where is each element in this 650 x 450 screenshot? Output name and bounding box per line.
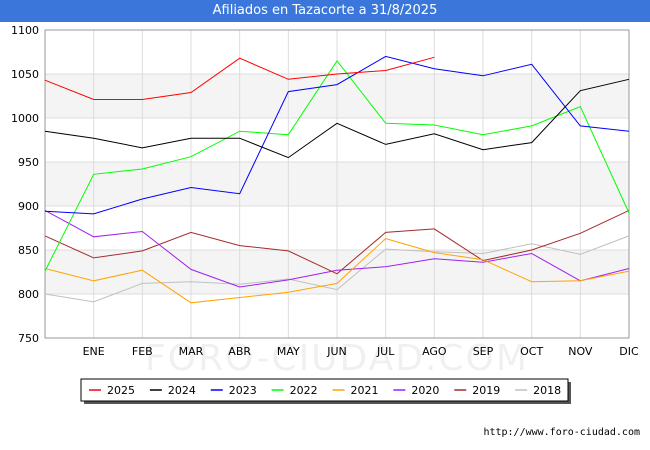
x-tick-label: FEB (132, 345, 153, 358)
series-line-2018 (44, 235, 630, 303)
series-line-2025 (44, 56, 435, 100)
x-tick-label: ABR (228, 345, 251, 358)
legend-label-2021: 2021 (351, 384, 379, 397)
y-tick-label: 1050 (11, 68, 39, 81)
plot-border (44, 29, 630, 339)
series-line-2024 (44, 78, 630, 159)
legend-label-2022: 2022 (290, 384, 318, 397)
x-tick-label: DIC (619, 345, 639, 358)
x-tick-label: AGO (422, 345, 447, 358)
y-tick-label: 950 (18, 156, 39, 169)
series-line-2021 (44, 238, 630, 304)
watermark: FORO-CIUDAD.COM (145, 338, 529, 379)
x-tick-label: MAR (179, 345, 204, 358)
y-tick-label: 750 (18, 332, 39, 345)
x-tick-label: MAY (277, 345, 300, 358)
series-line-2020 (44, 209, 630, 288)
y-tick-label: 800 (18, 288, 39, 301)
source-url[interactable]: http://www.foro-ciudad.com (483, 427, 640, 438)
x-tick-label: ENE (83, 345, 105, 358)
y-tick-label: 850 (18, 244, 39, 257)
x-tick-label: SEP (473, 345, 494, 358)
x-tick-label: NOV (568, 345, 593, 358)
y-tick-label: 900 (18, 200, 39, 213)
series-line-2022 (44, 59, 630, 272)
series-line-2019 (44, 209, 630, 275)
legend-label-2023: 2023 (229, 384, 257, 397)
x-tick-label: OCT (520, 345, 543, 358)
legend-label-2019: 2019 (472, 384, 500, 397)
legend-box (80, 378, 569, 402)
chart-title: Afiliados en Tazacorte a 31/8/2025 (0, 0, 650, 22)
legend-label-2020: 2020 (411, 384, 439, 397)
y-tick-label: 1100 (11, 24, 39, 37)
x-tick-label: JUN (326, 345, 347, 358)
legend-label-2025: 2025 (107, 384, 135, 397)
series-line-2023 (44, 55, 630, 215)
legend-label-2018: 2018 (533, 384, 561, 397)
y-tick-label: 1000 (11, 112, 39, 125)
x-tick-label: JUL (376, 345, 395, 358)
legend-label-2024: 2024 (168, 384, 196, 397)
